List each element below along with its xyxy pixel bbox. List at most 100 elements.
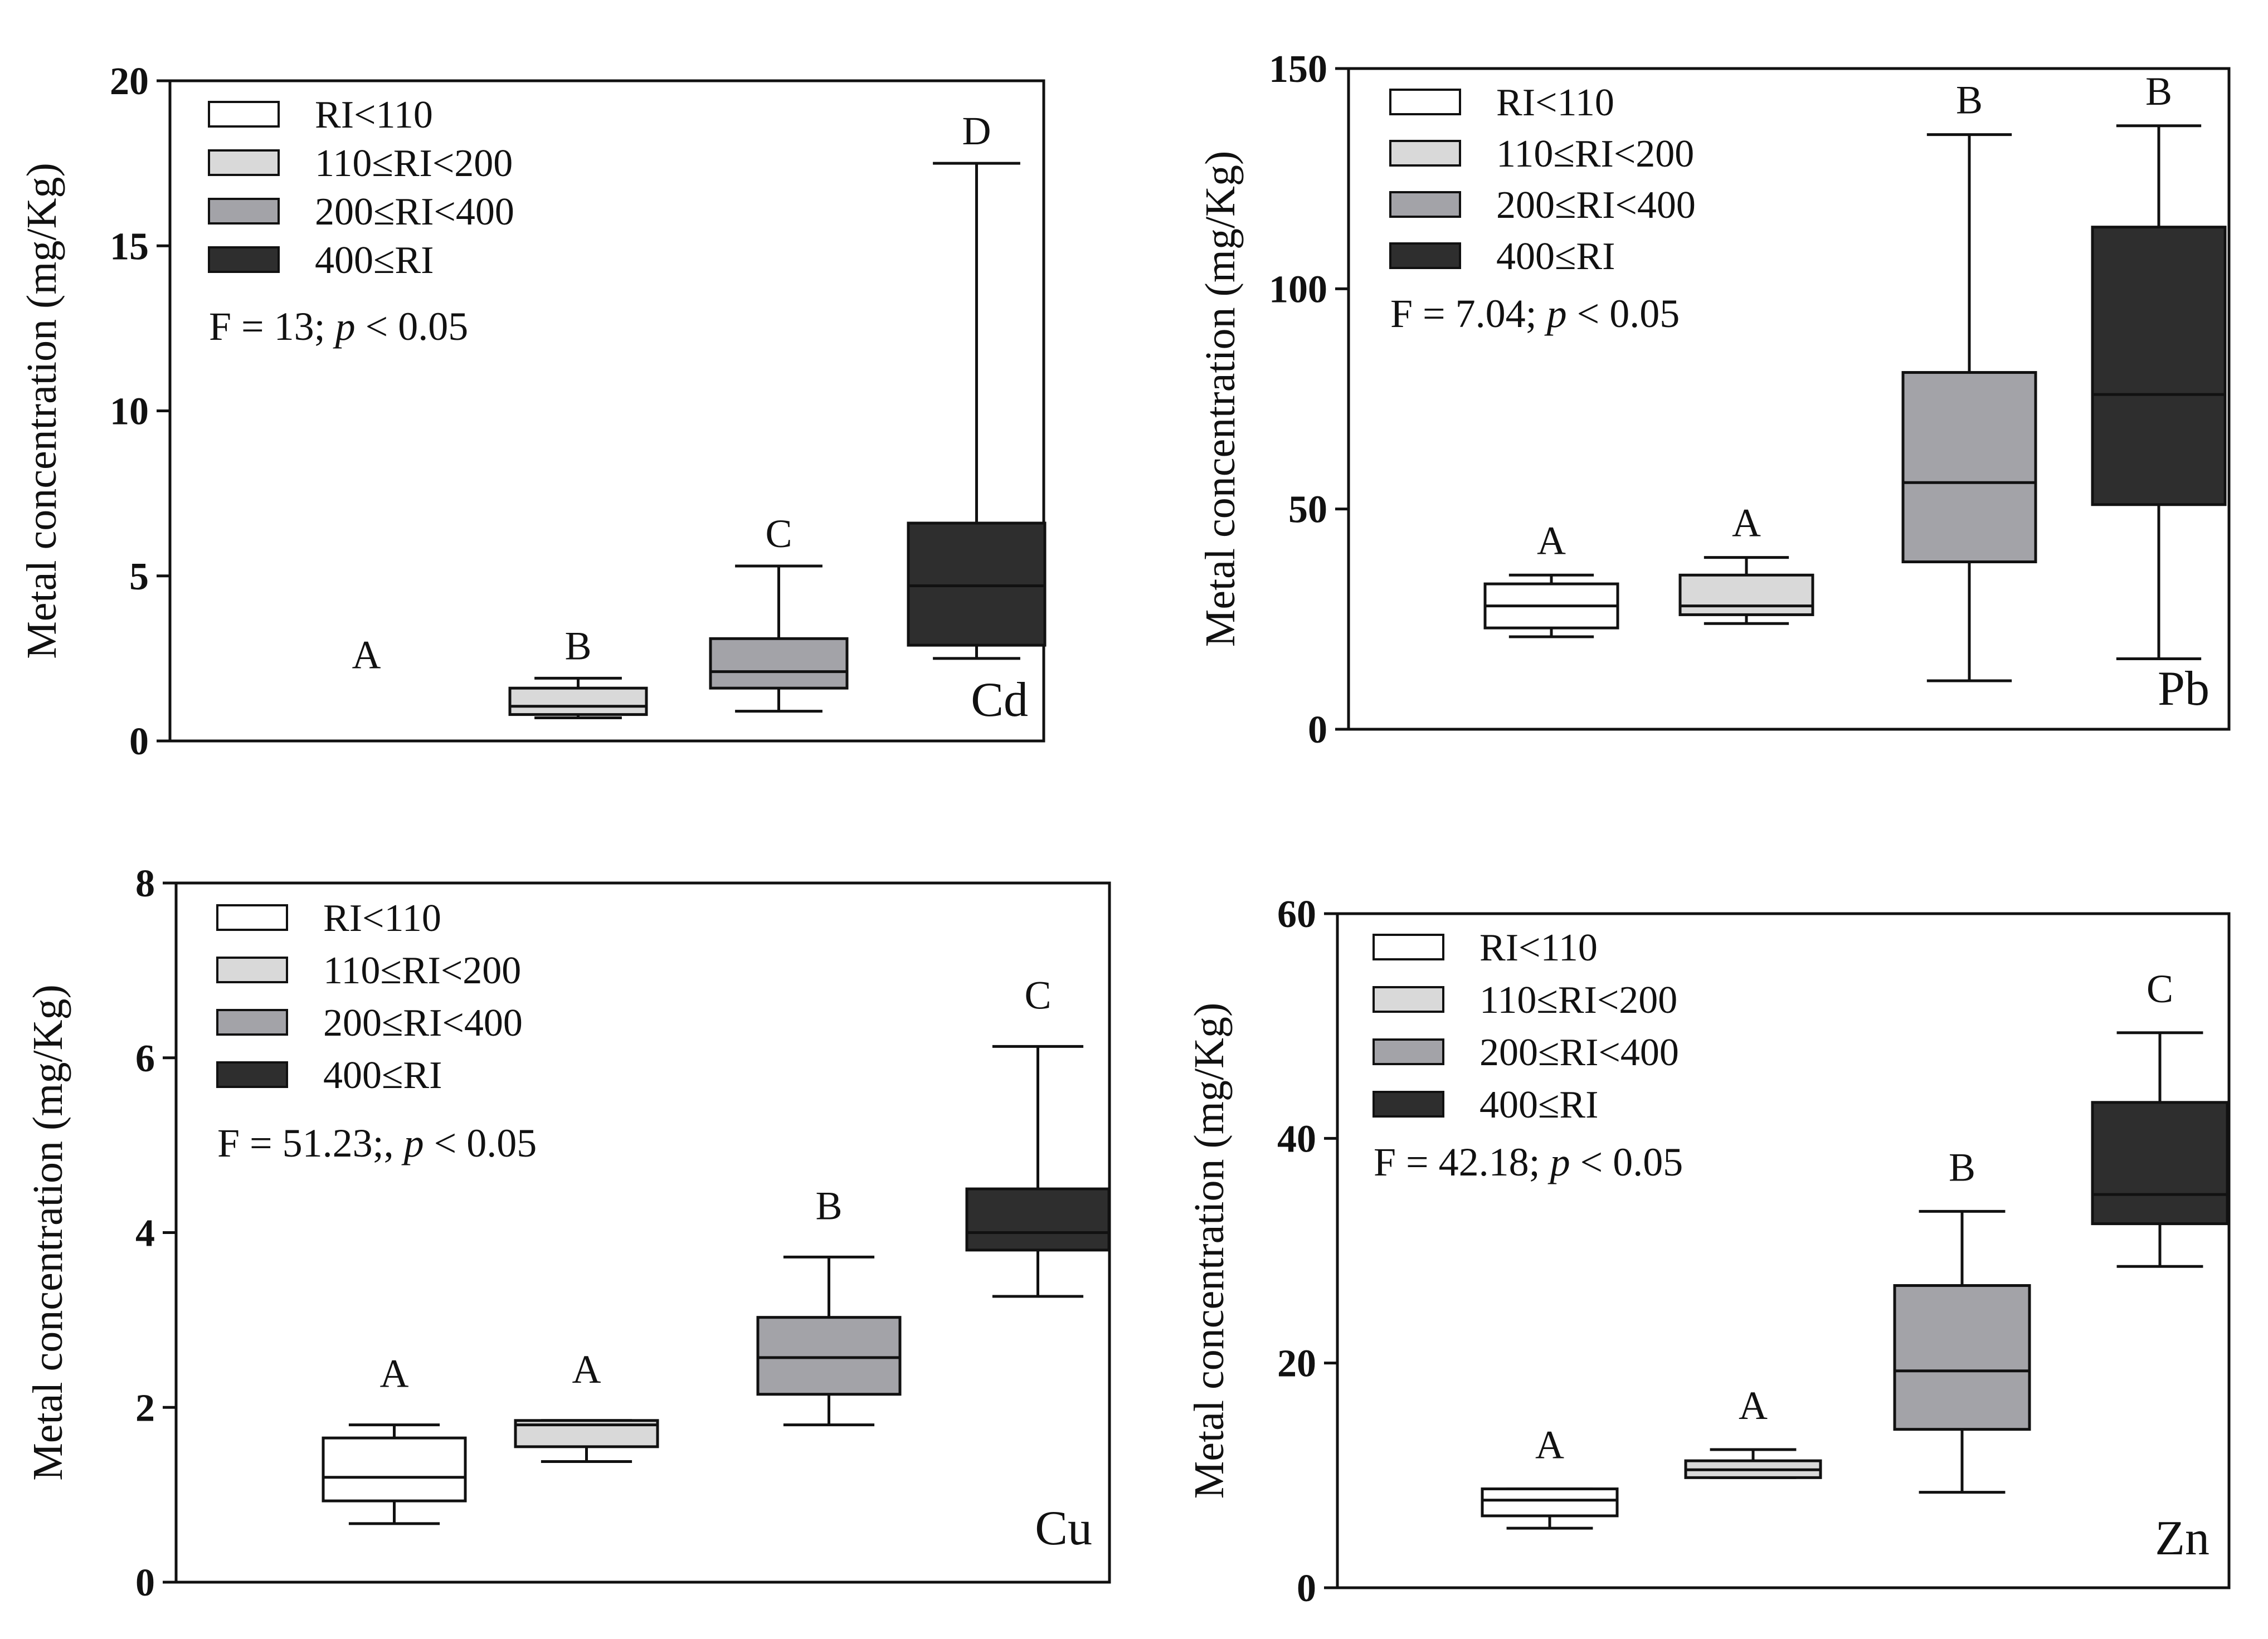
significance-letter: D (962, 109, 991, 153)
y-tick-label: 50 (1288, 489, 1327, 531)
legend-swatch (1389, 89, 1461, 115)
y-tick-label: 15 (110, 225, 149, 268)
y-tick-label: 6 (135, 1037, 155, 1080)
chart-panel-zn: 0 20 40 60 Metal concentration (mg/Kg) RI<110… (1186, 893, 2231, 1610)
chart-panel-cu: 0 2 4 6 8 Metal concentration (mg/Kg) RI<110 11… (25, 862, 1111, 1604)
metal-label: Pb (2158, 662, 2209, 716)
legend-label: RI<110 (1479, 926, 1598, 969)
stat-annotation: F = 42.18; p < 0.05 (1374, 1140, 1683, 1184)
box-iqr (907, 521, 1047, 647)
legend-label: 400≤RI (1496, 235, 1615, 278)
y-tick-label: 8 (135, 862, 155, 905)
stat-suffix: < 0.05 (1567, 291, 1680, 336)
legend-label: RI<110 (1496, 81, 1614, 124)
box-iqr (508, 686, 648, 716)
significance-letter: B (815, 1183, 842, 1228)
y-tick-label: 0 (1308, 709, 1327, 752)
stat-prefix: F = 42.18; (1374, 1140, 1550, 1184)
legend-label: 200≤RI<400 (315, 191, 514, 233)
legend-label: 110≤RI<200 (323, 949, 521, 992)
legend-swatch (208, 246, 280, 273)
stat-prefix: F = 13; (209, 304, 335, 349)
legend-label: 200≤RI<400 (1496, 184, 1696, 227)
box-iqr (1893, 1284, 2031, 1431)
y-tick-label: 20 (110, 60, 149, 103)
stat-p: p (401, 1121, 424, 1165)
legend-swatch (1373, 1038, 1444, 1065)
legend-label: 110≤RI<200 (1496, 133, 1694, 175)
metal-label: Zn (2155, 1511, 2209, 1565)
significance-letter: A (572, 1347, 601, 1392)
significance-letter: A (1739, 1383, 1768, 1428)
stat-annotation: F = 7.04; p < 0.05 (1390, 291, 1680, 336)
y-tick-label: 40 (1277, 1118, 1316, 1160)
stat-suffix: < 0.05 (356, 304, 469, 349)
significance-letter: B (2145, 69, 2172, 114)
box-0: A (1483, 518, 1619, 638)
legend-swatch (216, 957, 288, 983)
box-iqr (965, 1187, 1111, 1252)
y-tick-label: 20 (1277, 1343, 1316, 1386)
y-tick-label: 0 (1297, 1567, 1316, 1610)
legend-swatch (216, 904, 288, 931)
box-3: C (965, 973, 1111, 1298)
legend-label: 400≤RI (1479, 1084, 1598, 1126)
box-iqr (1678, 573, 1814, 616)
legend-swatch (216, 1009, 288, 1036)
stat-suffix: < 0.05 (424, 1121, 537, 1165)
y-tick-label: 2 (135, 1387, 155, 1430)
y-axis-title: Metal concentration (mg/Kg) (25, 984, 71, 1481)
box-3: C (2091, 967, 2229, 1268)
legend-swatch (216, 1061, 288, 1088)
stat-p: p (333, 304, 356, 349)
significance-letter: A (380, 1352, 409, 1396)
legend-swatch (208, 101, 280, 128)
legend-swatch (208, 149, 280, 176)
y-axis-title: Metal concentration (mg/Kg) (18, 163, 65, 659)
legend-label: 110≤RI<200 (315, 142, 513, 185)
legend-swatch (208, 198, 280, 225)
stat-annotation: F = 51.23;, p < 0.05 (217, 1121, 537, 1165)
y-tick-label: 10 (110, 391, 149, 433)
legend-label: 200≤RI<400 (323, 1002, 523, 1045)
box-3: B (2091, 69, 2227, 660)
significance-letter: A (1732, 501, 1761, 545)
box-2: B (1893, 1145, 2031, 1494)
chart-panel-cd: 0 5 10 15 20 Metal concentration (mg/Kg) RI<11… (18, 60, 1047, 763)
legend-swatch (1389, 191, 1461, 218)
y-tick-label: 0 (135, 1562, 155, 1604)
box-0: A (1481, 1423, 1619, 1530)
box-2: B (756, 1183, 902, 1427)
stat-annotation: F = 13; p < 0.05 (209, 304, 468, 349)
chart-panel-pb: 0 50 100 150 Metal concentration (mg/Kg) RI<1… (1197, 48, 2231, 752)
y-tick-label: 5 (129, 555, 149, 598)
box-2: C (709, 511, 849, 713)
plot-frame (1336, 912, 2231, 1589)
box-iqr (1901, 371, 2037, 564)
legend-swatch (1373, 1091, 1444, 1118)
stat-p: p (1544, 291, 1567, 336)
legend-label: 110≤RI<200 (1479, 979, 1677, 1022)
box-1: A (1684, 1383, 1822, 1479)
legend-swatch (1389, 140, 1461, 167)
y-tick-label: 60 (1277, 893, 1316, 936)
significance-letter: C (765, 511, 792, 556)
box-iqr (2091, 1101, 2229, 1226)
box-iqr (756, 1316, 902, 1396)
stat-prefix: F = 51.23;, (217, 1121, 404, 1165)
metal-label: Cu (1035, 1501, 1092, 1555)
stat-suffix: < 0.05 (1570, 1140, 1683, 1184)
legend-swatch (1373, 934, 1444, 960)
metal-label: Cd (971, 673, 1028, 727)
y-tick-label: 100 (1269, 268, 1327, 311)
significance-letter: B (564, 623, 591, 668)
significance-letter: A (352, 633, 381, 677)
y-tick-label: 150 (1269, 48, 1327, 91)
box-0: A (322, 1352, 467, 1525)
plot-frame (1347, 67, 2231, 731)
legend-swatch (1389, 242, 1461, 269)
significance-letter: C (1024, 973, 1051, 1017)
significance-letter: B (1956, 78, 1983, 123)
box-0: A (352, 633, 381, 677)
y-tick-label: 0 (129, 720, 149, 763)
